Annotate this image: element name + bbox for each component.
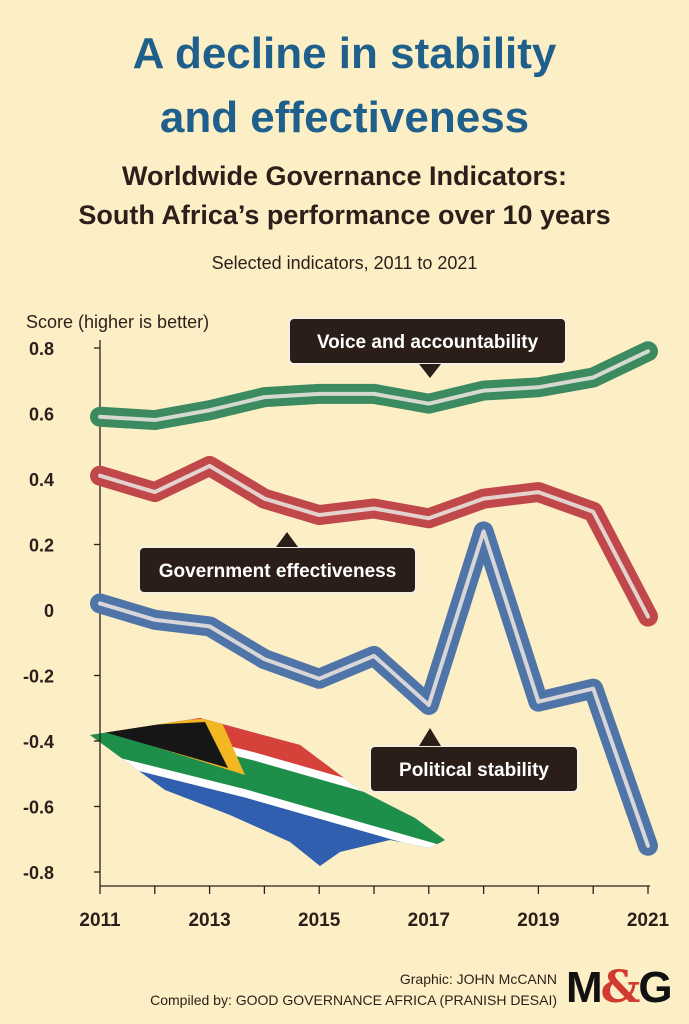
chart-series-lines (90, 341, 658, 856)
callout-1: Government effectiveness (138, 532, 417, 594)
x-tick-label: 2019 (517, 910, 559, 931)
series-line-highlight (98, 349, 650, 423)
y-tick-label: -0.6 (23, 798, 54, 818)
chart-title-line2: and effectiveness (159, 93, 530, 142)
series-line-highlight (98, 529, 650, 848)
y-tick-label: 0.4 (29, 470, 54, 490)
y-axis-label: Score (higher is better) (26, 312, 209, 332)
callout-0: Voice and accountability (288, 317, 567, 378)
flag-green-band (90, 720, 445, 850)
series-2 (90, 521, 658, 856)
y-tick-label: -0.4 (23, 732, 54, 752)
logo-g: G (638, 963, 672, 1012)
logo-m: M (566, 963, 603, 1012)
callout-pointer (276, 532, 298, 547)
callout-box (369, 745, 579, 793)
series-name-label: Political stability (399, 760, 549, 781)
y-tick-label: 0.2 (29, 536, 54, 556)
x-tick-label: 2013 (188, 910, 230, 931)
chart-axes: Score (higher is better) 0.8 0.6 0.4 0.2 0 -0.… (23, 312, 670, 931)
chart-subtitle-line2: South Africa’s performance over 10 years (78, 200, 611, 230)
series-callouts: Voice and accountability Government effec… (138, 317, 579, 793)
series-0 (90, 341, 658, 431)
x-tick-label: 2017 (408, 910, 450, 931)
y-tick-label: 0 (44, 601, 54, 621)
credit-graphic: Graphic: JOHN McCANN (399, 971, 557, 987)
series-1 (90, 455, 658, 627)
y-tick-label: -0.8 (23, 863, 54, 883)
series-name-label: Voice and accountability (317, 332, 539, 353)
callout-pointer (419, 364, 441, 378)
chart-title-line1: A decline in stability (132, 29, 557, 78)
mg-logo: M&G (566, 962, 673, 1013)
series-name-label: Government effectiveness (159, 561, 397, 582)
y-tick-label: 0.8 (29, 339, 54, 359)
chart-note: Selected indicators, 2011 to 2021 (211, 253, 478, 273)
x-tick-label: 2011 (79, 910, 121, 931)
y-tick-label: -0.2 (23, 667, 54, 687)
logo-amp: & (600, 962, 641, 1013)
chart-subtitle-line1: Worldwide Governance Indicators: (121, 161, 568, 191)
series-line-highlight (98, 463, 650, 619)
credit-compiled: Compiled by: GOOD GOVERNANCE AFRICA (PRA… (150, 992, 557, 1008)
flag-black (90, 722, 228, 768)
callout-pointer (419, 728, 441, 746)
callout-2: Political stability (369, 728, 579, 793)
y-tick-label: 0.6 (29, 405, 54, 425)
x-tick-label: 2015 (298, 910, 341, 931)
x-tick-label: 2021 (627, 910, 670, 931)
